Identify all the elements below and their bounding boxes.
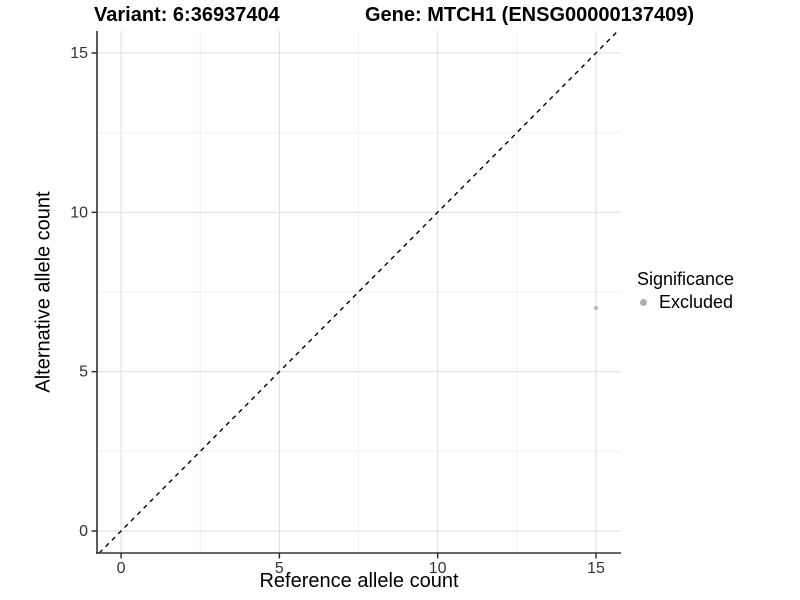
x-tick-label: 15 bbox=[587, 560, 605, 577]
y-tick-label: 10 bbox=[70, 204, 88, 221]
legend-key-dot-icon bbox=[640, 298, 647, 306]
data-point bbox=[593, 305, 599, 311]
legend-entry-excluded: Excluded bbox=[637, 291, 734, 313]
plot-title-variant: Variant: 6:36937404 bbox=[94, 4, 280, 26]
legend-title: Significance bbox=[637, 269, 735, 289]
x-axis-title: Reference allele count bbox=[259, 570, 459, 592]
x-tick-label: 5 bbox=[275, 560, 284, 577]
plot-title-gene: Gene: MTCH1 (ENSG00000137409) bbox=[365, 4, 695, 26]
y-tick-label: 15 bbox=[70, 45, 88, 62]
identity-line bbox=[98, 30, 619, 554]
legend-entry-label: Excluded bbox=[659, 291, 734, 312]
x-tick-label: 0 bbox=[117, 560, 126, 577]
legend: Significance Excluded bbox=[637, 268, 734, 313]
x-tick-label: 10 bbox=[429, 560, 447, 577]
y-tick-label: 0 bbox=[79, 523, 88, 540]
y-tick-label: 5 bbox=[79, 364, 88, 381]
